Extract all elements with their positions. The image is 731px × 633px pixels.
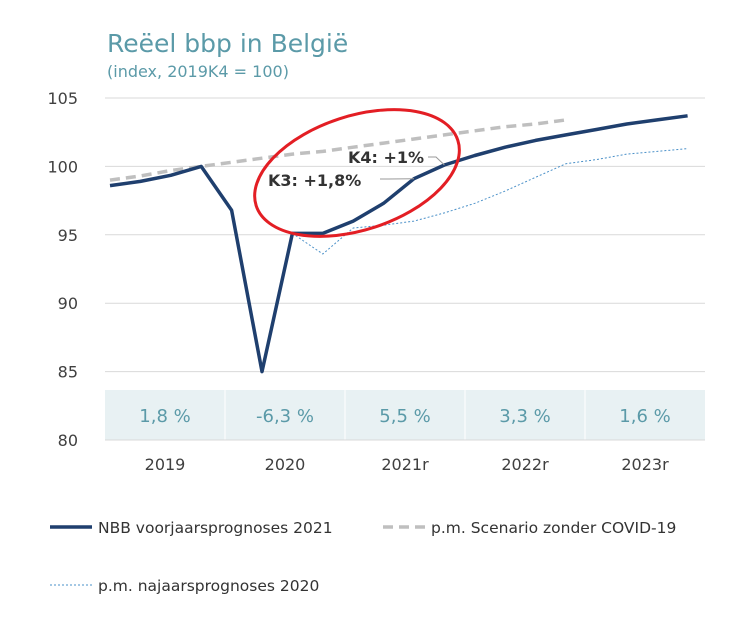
y-tick-label: 95 [58,226,78,245]
legend-label: NBB voorjaarsprognoses 2021 [98,519,333,537]
x-tick-label: 2021r [381,455,429,474]
x-tick-label: 2020 [265,455,306,474]
series-line-0 [109,114,688,374]
y-tick-label: 90 [58,294,78,313]
annual-growth-label: -6,3 % [256,406,314,427]
annual-growth-label: 1,8 % [139,406,190,427]
chart-title: Reëel bbp in België [107,29,348,58]
y-tick-label: 80 [58,431,78,450]
annotation-label: K3: +1,8% [268,171,361,190]
annual-growth-label: 5,5 % [379,406,430,427]
x-tick-label: 2022r [501,455,549,474]
legend-label: p.m. Scenario zonder COVID-19 [431,519,676,537]
legend-label: p.m. najaarsprognoses 2020 [98,577,319,595]
x-tick-label: 2019 [145,455,186,474]
annual-growth-label: 3,3 % [499,406,550,427]
annotation-leader [428,156,445,166]
y-tick-label: 100 [47,157,78,176]
highlight-ellipse [253,108,461,238]
y-tick-label: 85 [58,363,78,382]
y-tick-label: 105 [47,89,78,108]
chart-subtitle: (index, 2019K4 = 100) [107,62,289,81]
series-line-2 [292,148,688,255]
series-line-1 [109,118,567,182]
annotation-label: K4: +1% [348,148,424,167]
annual-growth-label: 1,6 % [619,406,670,427]
x-tick-label: 2023r [621,455,669,474]
growth-band [105,390,705,440]
